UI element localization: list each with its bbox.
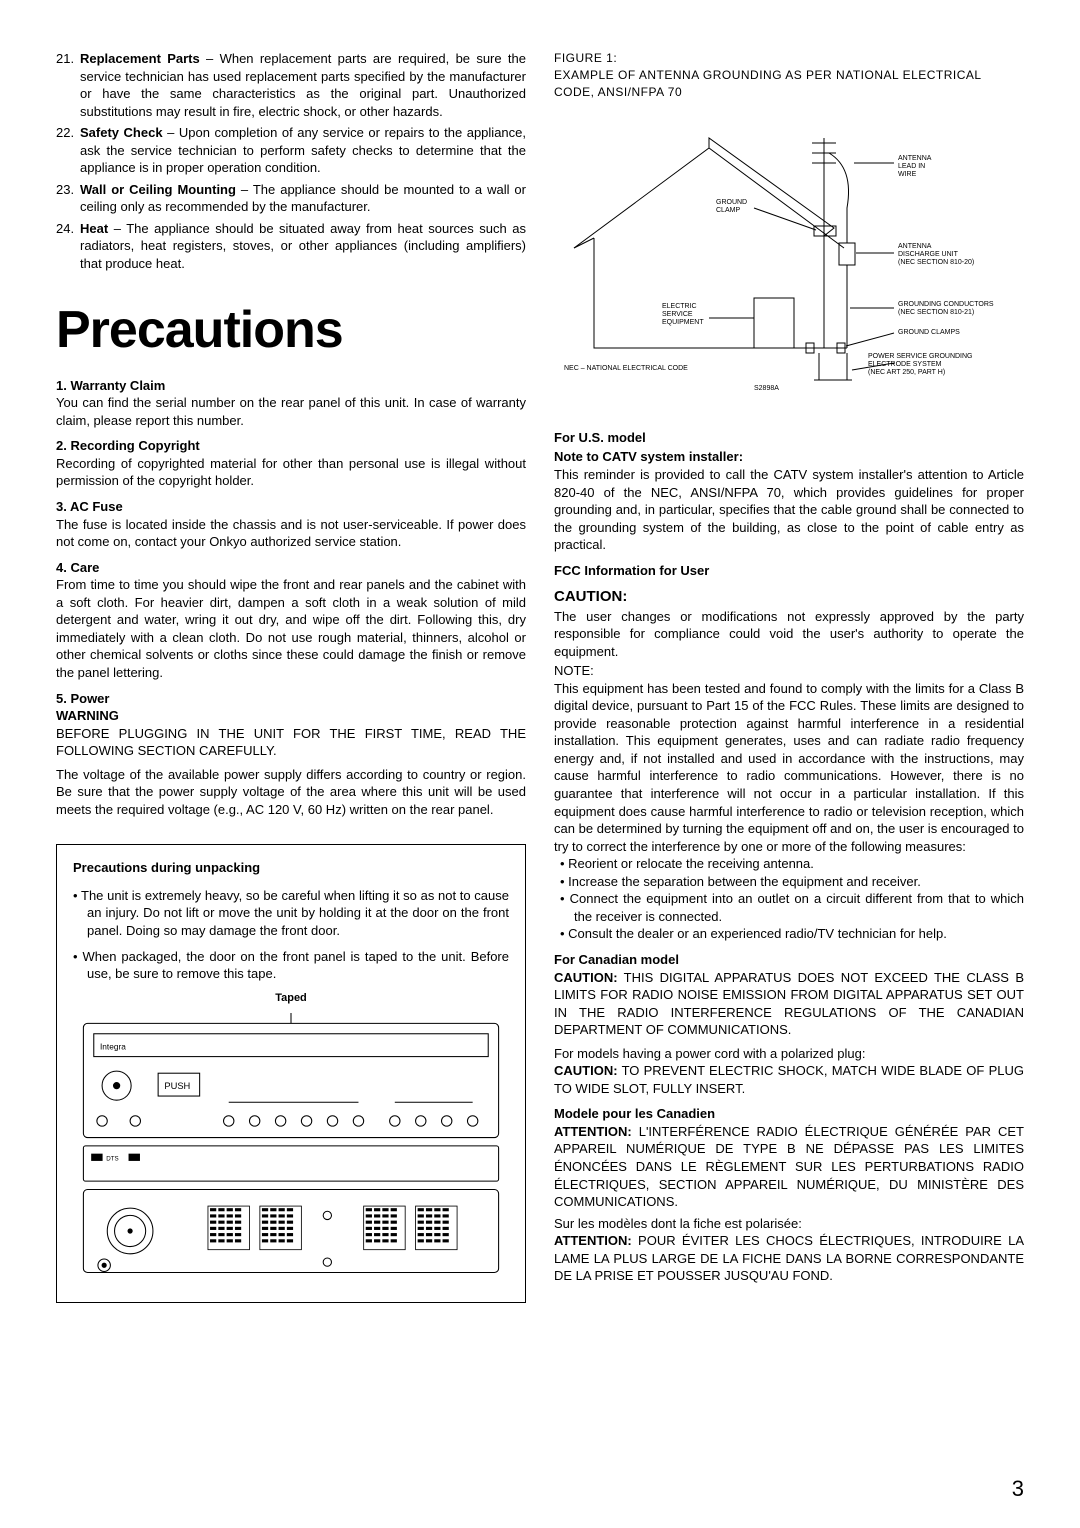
- svg-text:Integra: Integra: [100, 1042, 126, 1052]
- unpacking-heading: Precautions during unpacking: [73, 859, 509, 877]
- unpacking-bullet-1: The unit is extremely heavy, so be caref…: [87, 887, 509, 940]
- svg-text:ELECTRICSERVICEEQUIPMENT: ELECTRICSERVICEEQUIPMENT: [662, 303, 704, 326]
- us-model-heading: For U.S. model: [554, 429, 1024, 447]
- svg-text:PUSH: PUSH: [164, 1081, 190, 1091]
- power-warning: WARNING: [56, 707, 526, 725]
- unpacking-box: Precautions during unpacking The unit is…: [56, 844, 526, 1303]
- svg-text:POWER SERVICE GROUNDINGELECTRO: POWER SERVICE GROUNDINGELECTRODE SYSTEM(…: [868, 353, 973, 376]
- caution-heading: CAUTION:: [554, 587, 1024, 607]
- figure-label: FIGURE 1:: [554, 50, 1024, 67]
- nec-note: NEC – NATIONAL ELECTRICAL CODE: [564, 365, 688, 372]
- canadian-text-2: For models having a power cord with a po…: [554, 1045, 1024, 1063]
- svg-text:DTS: DTS: [106, 1156, 118, 1163]
- measure-1: Reorient or relocate the receiving anten…: [574, 855, 1024, 873]
- acfuse-text: The fuse is located inside the chassis a…: [56, 516, 526, 551]
- page-title: Precautions: [56, 295, 526, 365]
- svg-text:GROUND CLAMPS: GROUND CLAMPS: [898, 329, 960, 336]
- safety-continued-list: 21.Replacement Parts – When replacement …: [56, 50, 526, 273]
- canadian-text-3: CAUTION: TO PREVENT ELECTRIC SHOCK, MATC…: [554, 1062, 1024, 1097]
- french-text-1: ATTENTION: L'INTERFÉRENCE RADIO ÉLECTRIQ…: [554, 1123, 1024, 1211]
- antenna-grounding-diagram: ANTENNALEAD INWIRE GROUNDCLAMP ANTENNADI…: [554, 108, 1024, 408]
- warranty-heading: 1. Warranty Claim: [56, 377, 526, 395]
- acfuse-heading: 3. AC Fuse: [56, 498, 526, 516]
- receiver-illustration: Integra PUSH: [73, 1013, 509, 1283]
- taped-label: Taped: [73, 991, 509, 1006]
- measure-2: Increase the separation between the equi…: [574, 873, 1024, 891]
- french-heading: Modele pour les Canadien: [554, 1105, 1024, 1123]
- caution-text: The user changes or modifications not ex…: [554, 608, 1024, 661]
- fcc-heading: FCC Information for User: [554, 562, 1024, 580]
- fcc-measures-list: Reorient or relocate the receiving anten…: [554, 855, 1024, 943]
- note-heading: NOTE:: [554, 662, 1024, 680]
- french-text-3: ATTENTION: POUR ÉVITER LES CHOCS ÉLECTRI…: [554, 1232, 1024, 1285]
- measure-3: Connect the equipment into an outlet on …: [574, 890, 1024, 925]
- catv-note-text: This reminder is provided to call the CA…: [554, 466, 1024, 554]
- power-caution: BEFORE PLUGGING IN THE UNIT FOR THE FIRS…: [56, 725, 526, 760]
- care-heading: 4. Care: [56, 559, 526, 577]
- svg-text:GROUNDCLAMP: GROUNDCLAMP: [716, 199, 747, 214]
- power-heading: 5. Power: [56, 690, 526, 708]
- safety-item-22: 22.Safety Check – Upon completion of any…: [80, 124, 526, 177]
- svg-text:ANTENNADISCHARGE UNIT(NEC SECT: ANTENNADISCHARGE UNIT(NEC SECTION 810-20…: [898, 243, 974, 266]
- catv-note-heading: Note to CATV system installer:: [554, 448, 1024, 466]
- care-text: From time to time you should wipe the fr…: [56, 576, 526, 681]
- svg-text:GROUNDING CONDUCTORS(NEC SECTI: GROUNDING CONDUCTORS(NEC SECTION 810-21): [898, 301, 994, 316]
- canadian-text-1: CAUTION: THIS DIGITAL APPARATUS DOES NOT…: [554, 969, 1024, 1039]
- note-text: This equipment has been tested and found…: [554, 680, 1024, 855]
- measure-4: Consult the dealer or an experienced rad…: [574, 925, 1024, 943]
- copyright-text: Recording of copyrighted material for ot…: [56, 455, 526, 490]
- safety-item-23: 23.Wall or Ceiling Mounting – The applia…: [80, 181, 526, 216]
- copyright-heading: 2. Recording Copyright: [56, 437, 526, 455]
- power-text: The voltage of the available power suppl…: [56, 766, 526, 819]
- warranty-text: You can find the serial number on the re…: [56, 394, 526, 429]
- canadian-heading: For Canadian model: [554, 951, 1024, 969]
- safety-item-21: 21.Replacement Parts – When replacement …: [80, 50, 526, 120]
- french-text-2: Sur les modèles dont la fiche est polari…: [554, 1215, 1024, 1233]
- page-number: 3: [1012, 1474, 1024, 1504]
- figure-code: S2898A: [754, 385, 779, 392]
- unpacking-bullet-2: When packaged, the door on the front pan…: [87, 948, 509, 983]
- figure-title: EXAMPLE OF ANTENNA GROUNDING AS PER NATI…: [554, 67, 1024, 101]
- safety-item-24: 24.Heat – The appliance should be situat…: [80, 220, 526, 273]
- svg-text:ANTENNALEAD INWIRE: ANTENNALEAD INWIRE: [898, 155, 932, 178]
